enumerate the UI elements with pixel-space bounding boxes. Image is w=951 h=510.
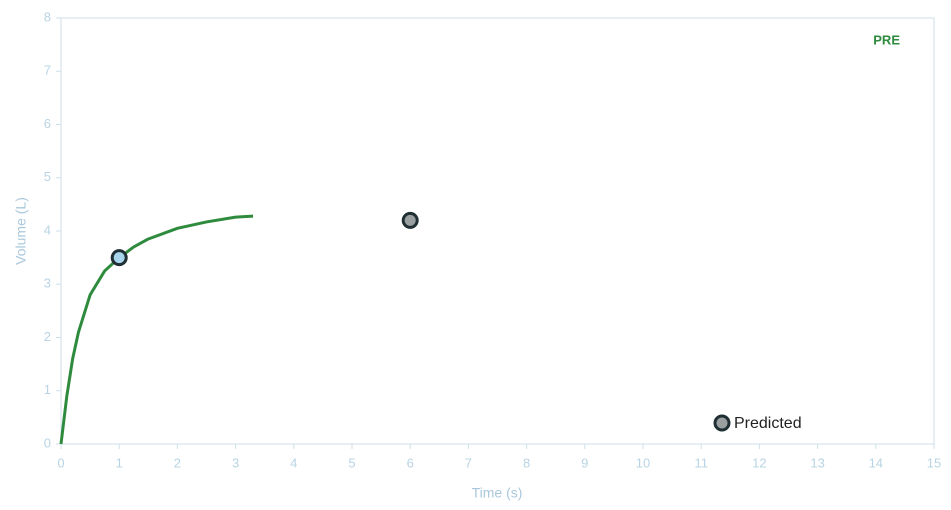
predicted-point [110,249,128,267]
plot-frame [60,17,935,445]
y-tick-label: 6 [44,116,51,131]
x-axis-title: Time (s) [472,485,523,501]
x-tick-label: 13 [810,455,824,470]
x-tick-label: 15 [927,455,941,470]
x-tick-label: 9 [581,455,588,470]
legend-marker [713,414,731,432]
x-tick-label: 2 [174,455,181,470]
x-tick-label: 11 [694,455,708,470]
y-tick-label: 7 [44,63,51,78]
x-tick-label: 10 [636,455,650,470]
x-tick-label: 4 [290,455,297,470]
y-tick-label: 4 [44,222,51,237]
y-tick-label: 2 [44,329,51,344]
x-tick-label: 8 [523,455,530,470]
x-tick-label: 14 [869,455,883,470]
y-tick-label: 5 [44,169,51,184]
y-tick-label: 1 [44,382,51,397]
x-tick-label: 3 [232,455,239,470]
volume-curve [59,214,254,445]
y-axis-title: Volume (L) [13,197,29,265]
x-tick-label: 5 [348,455,355,470]
annotation: PRE [873,32,900,47]
x-tick-label: 12 [752,455,766,470]
x-tick-label: 7 [465,455,472,470]
x-tick-label: 1 [116,455,123,470]
y-tick-label: 0 [44,435,51,450]
legend-label: Predicted [734,415,802,432]
y-tick-label: 3 [44,276,51,291]
x-tick-label: 0 [57,455,64,470]
y-tick-label: 8 [44,9,51,24]
x-tick-label: 6 [407,455,414,470]
predicted-point [401,211,419,229]
